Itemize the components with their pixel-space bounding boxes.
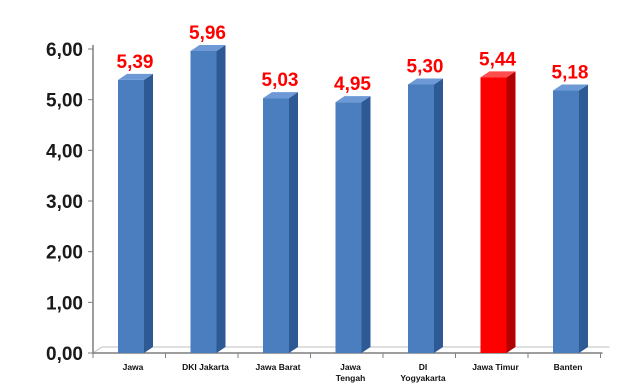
bar-side (434, 78, 443, 353)
data-label: 5,03 (262, 70, 299, 91)
x-tick-label: Jawa Tengah (336, 362, 366, 383)
y-tick-label: 6,00 (46, 40, 83, 61)
bar-front (118, 79, 144, 353)
y-tick-label: 3,00 (46, 192, 83, 213)
bar (118, 73, 153, 353)
bar-top (480, 71, 516, 78)
bar-side (506, 71, 516, 354)
bar-side (144, 73, 153, 353)
x-tick-label: Jawa Barat (256, 362, 301, 372)
x-tick-label: DKI Jakarta (182, 362, 229, 372)
bar-front (408, 84, 434, 353)
bar (335, 96, 371, 353)
bar-front (335, 102, 362, 353)
y-axis-ticks: 0,00 1,00 2,00 3,00 4,00 5,00 6,00 (46, 40, 93, 365)
data-labels: 5,39 5,96 5,03 4,95 5,30 5,44 5,18 (117, 23, 589, 95)
bar-side (289, 92, 298, 354)
data-label: 4,95 (334, 74, 371, 95)
bar-side (579, 84, 588, 353)
bar (190, 45, 226, 353)
bar-top (190, 45, 226, 52)
y-tick-label: 5,00 (46, 91, 83, 112)
bar-side (216, 45, 226, 353)
x-axis-labels: Jawa DKI Jakarta Jawa Barat Jawa Tengah DI Yog… (123, 362, 583, 383)
y-tick-label: 1,00 (46, 293, 83, 314)
y-tick-label: 2,00 (46, 243, 83, 264)
bar-top (408, 78, 443, 85)
bar-top (553, 84, 588, 91)
data-label: 5,96 (189, 23, 226, 44)
y-tick-label: 0,00 (46, 344, 83, 365)
bar-front (263, 98, 289, 353)
data-label: 5,18 (552, 63, 589, 84)
bar-front (190, 51, 217, 353)
x-tick-label: Banten (554, 362, 583, 372)
y-tick-label: 4,00 (46, 141, 83, 162)
x-tick-label: Jawa (123, 362, 144, 372)
bar-top (335, 96, 371, 103)
data-label: 5,44 (479, 49, 516, 70)
bar-top (263, 92, 298, 99)
bar (553, 84, 588, 353)
data-label: 5,39 (117, 52, 154, 73)
bar-front (480, 77, 507, 354)
x-tick-label: Jawa Timur (472, 362, 519, 372)
bars (118, 45, 588, 354)
bar (408, 78, 443, 353)
data-label: 5,30 (407, 56, 444, 77)
bar-top (118, 73, 153, 80)
bar-side (361, 96, 371, 353)
bar (480, 71, 516, 354)
bar-front (553, 90, 579, 353)
x-tick-label: DI Yogyakarta (400, 362, 445, 383)
bar (263, 92, 298, 354)
